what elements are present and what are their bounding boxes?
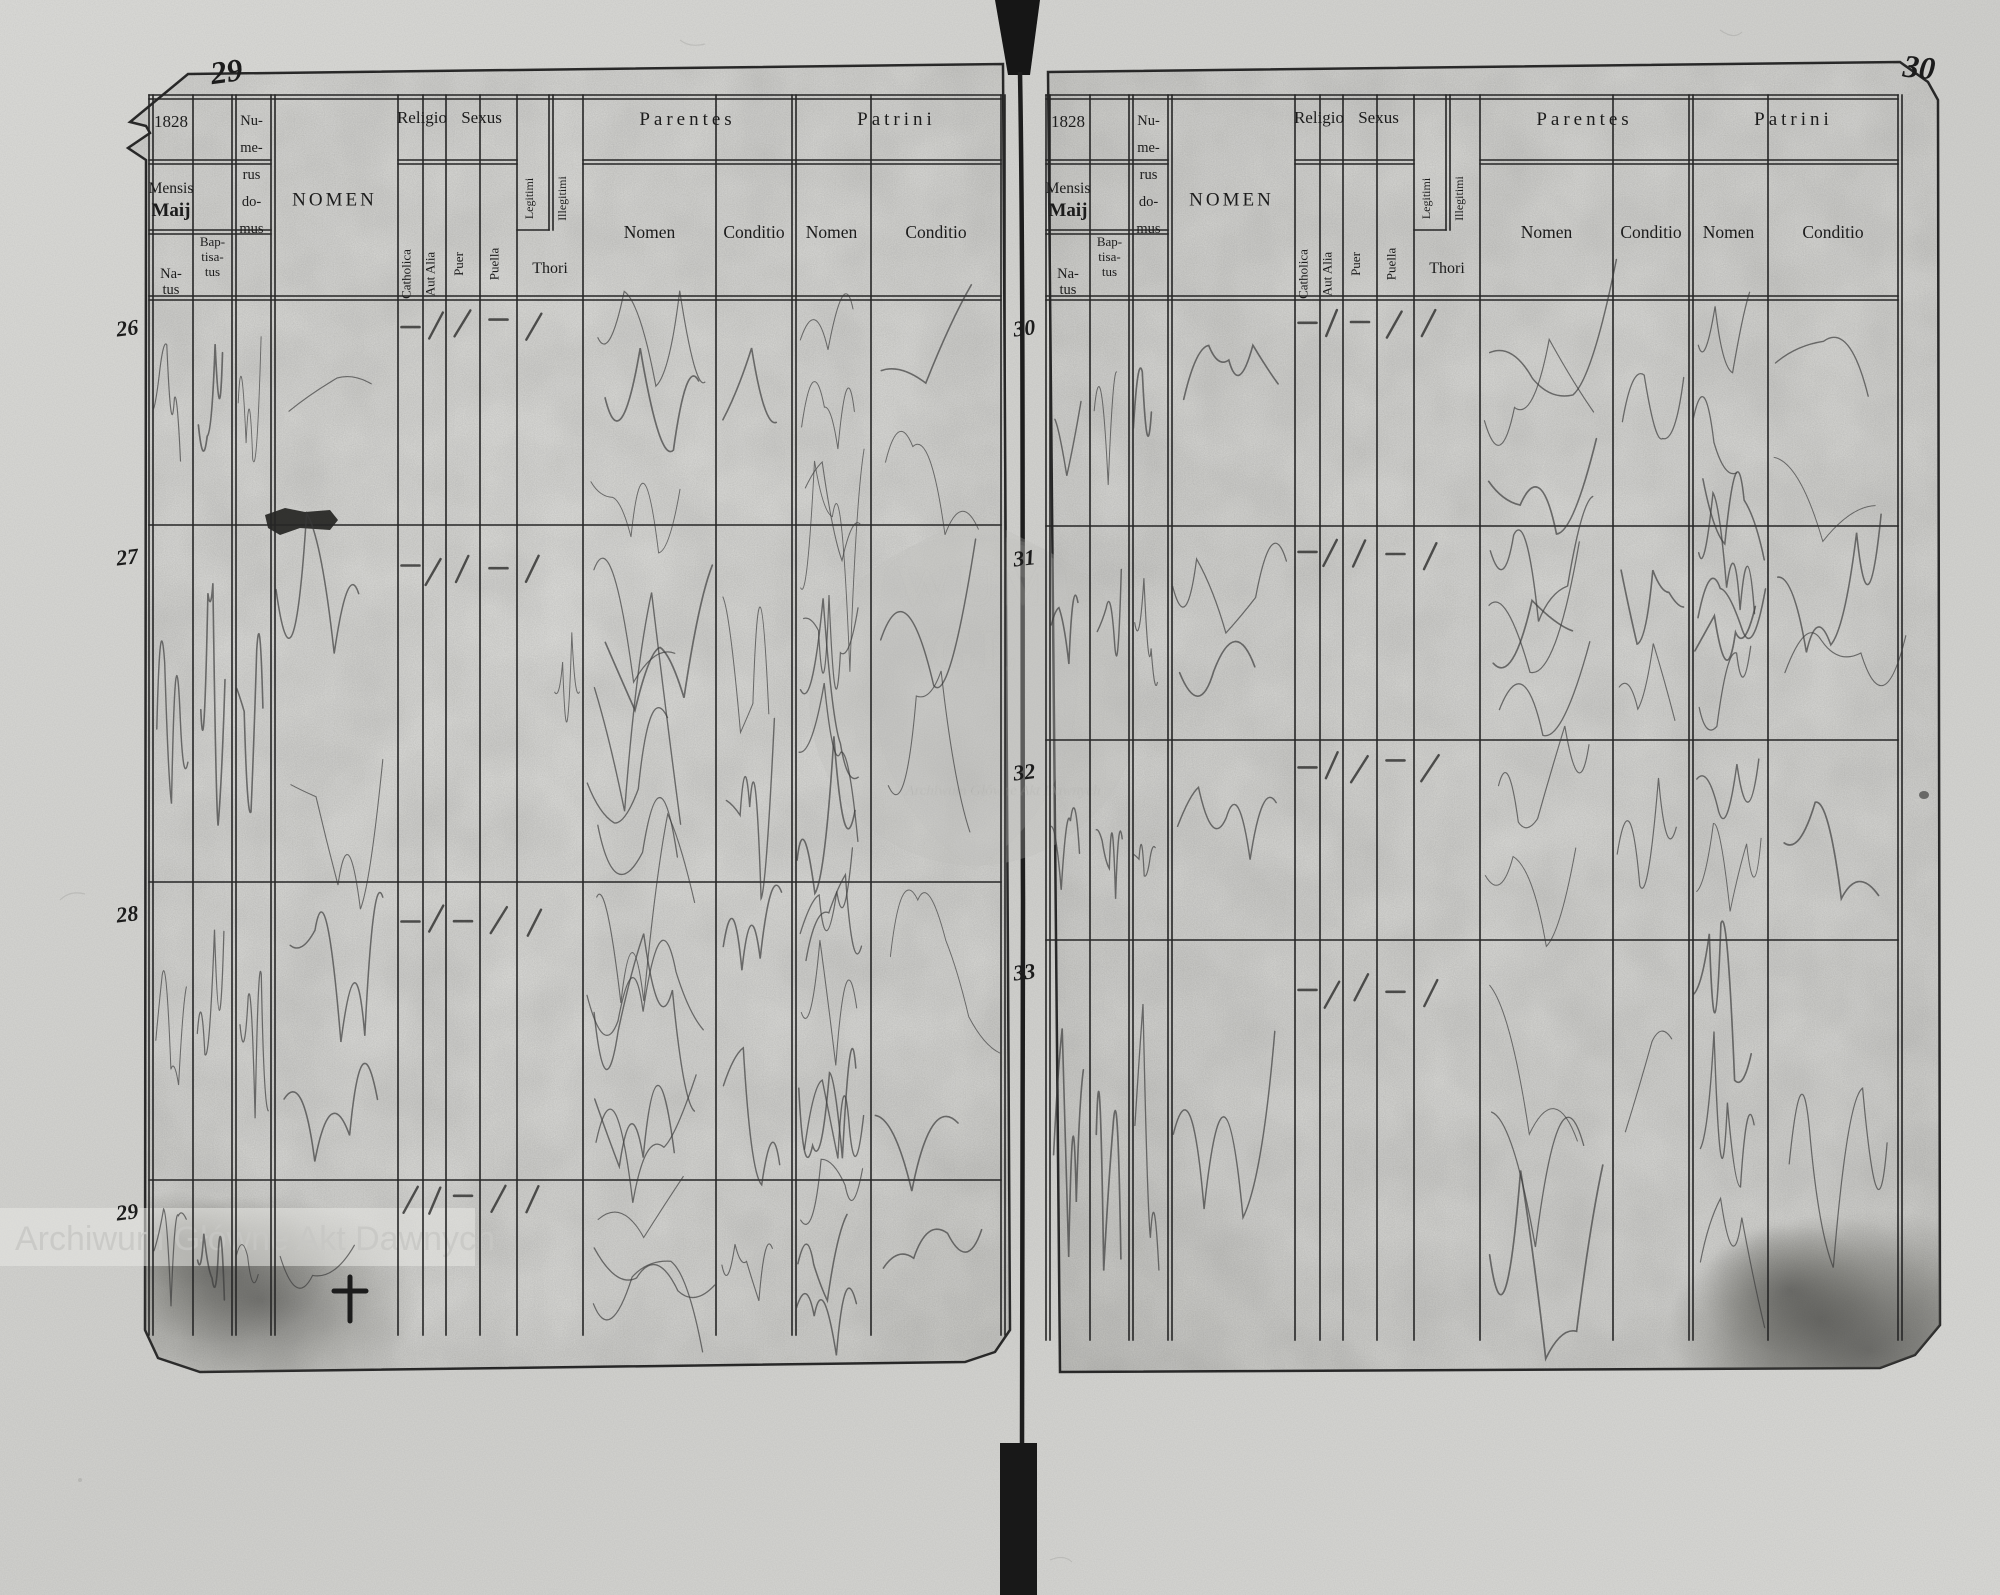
svg-text:Thori: Thori	[1429, 260, 1465, 277]
svg-text:1828: 1828	[1051, 112, 1085, 131]
svg-text:Illegitimi: Illegitimi	[1452, 176, 1466, 221]
svg-text:Bap-: Bap-	[200, 234, 225, 249]
svg-text:Religio: Religio	[1294, 108, 1344, 127]
svg-text:Na-: Na-	[1057, 266, 1079, 282]
svg-text:Puer: Puer	[1348, 251, 1363, 276]
svg-text:tus: tus	[205, 264, 220, 279]
svg-text:Bap-: Bap-	[1097, 234, 1122, 249]
svg-text:tus: tus	[1060, 282, 1077, 298]
svg-text:Parentes: Parentes	[1536, 109, 1632, 130]
svg-text:Puella: Puella	[487, 248, 502, 281]
svg-text:mus: mus	[239, 221, 264, 237]
svg-text:me-: me-	[240, 140, 263, 156]
svg-text:tisa-: tisa-	[201, 249, 223, 264]
svg-text:Religio: Religio	[397, 108, 447, 127]
svg-text:Aut Alia: Aut Alia	[423, 252, 438, 297]
svg-text:Maij: Maij	[1048, 200, 1087, 221]
svg-text:Patrini: Patrini	[857, 109, 936, 130]
svg-text:Nomen: Nomen	[806, 222, 858, 242]
svg-text:Maij: Maij	[151, 200, 190, 221]
svg-text:Conditio: Conditio	[723, 222, 785, 242]
svg-text:Conditio: Conditio	[1620, 222, 1682, 242]
svg-text:rus: rus	[243, 167, 261, 183]
svg-text:NOMEN: NOMEN	[1189, 190, 1274, 211]
svg-text:Puella: Puella	[1384, 248, 1399, 281]
svg-text:Legitimi: Legitimi	[1419, 177, 1433, 219]
svg-text:Patrini: Patrini	[1754, 109, 1833, 130]
svg-text:Mensis: Mensis	[149, 180, 194, 197]
svg-text:Conditio: Conditio	[1802, 222, 1864, 242]
svg-text:tisa-: tisa-	[1098, 249, 1120, 264]
svg-text:Catholica: Catholica	[1296, 249, 1311, 299]
svg-text:mus: mus	[1136, 221, 1161, 237]
svg-text:Puer: Puer	[451, 251, 466, 276]
svg-text:NOMEN: NOMEN	[292, 190, 377, 211]
svg-text:Illegitimi: Illegitimi	[555, 176, 569, 221]
svg-text:Aut Alia: Aut Alia	[1320, 252, 1335, 297]
svg-text:tus: tus	[1102, 264, 1117, 279]
svg-text:me-: me-	[1137, 140, 1160, 156]
svg-text:Mensis: Mensis	[1046, 180, 1091, 197]
svg-text:rus: rus	[1140, 167, 1158, 183]
svg-text:Nomen: Nomen	[1521, 222, 1573, 242]
svg-text:tus: tus	[163, 282, 180, 298]
svg-text:Thori: Thori	[532, 260, 568, 277]
svg-text:Sexus: Sexus	[1358, 108, 1399, 127]
svg-text:Na-: Na-	[160, 266, 182, 282]
svg-text:Sexus: Sexus	[461, 108, 502, 127]
svg-text:do-: do-	[1139, 194, 1159, 210]
svg-text:Nomen: Nomen	[1703, 222, 1755, 242]
svg-text:Nu-: Nu-	[1137, 113, 1160, 129]
svg-text:Nomen: Nomen	[624, 222, 676, 242]
svg-text:do-: do-	[242, 194, 262, 210]
svg-text:Legitimi: Legitimi	[522, 177, 536, 219]
svg-text:1828: 1828	[154, 112, 188, 131]
svg-text:Catholica: Catholica	[399, 249, 414, 299]
svg-text:Nu-: Nu-	[240, 113, 263, 129]
svg-text:Parentes: Parentes	[639, 109, 735, 130]
svg-text:Conditio: Conditio	[905, 222, 967, 242]
